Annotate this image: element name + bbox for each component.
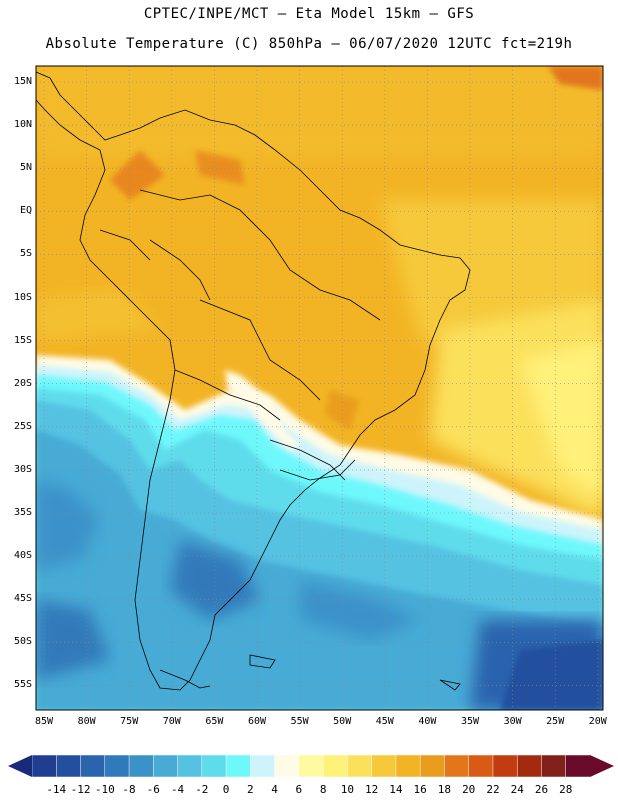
lat-label: 30S [13,463,32,475]
colorbar-arrow-right [590,755,614,777]
temperature-field [36,66,603,710]
lat-label: 5S [19,248,32,260]
colorbar-swatch [250,754,276,778]
colorbar-swatch [177,754,203,778]
colorbar-swatch [322,754,349,778]
lon-label: 60W [247,716,267,727]
title-line-1: CPTEC/INPE/MCT – Eta Model 15km – GFS [143,6,475,22]
lat-label: 45S [13,593,32,605]
map-frame [35,65,604,711]
colorbar-swatch [516,754,543,778]
colorbar-label: -10 [94,783,115,796]
lat-label: EQ [19,205,32,217]
colorbar-label: 16 [413,783,427,796]
colorbar [8,754,614,778]
lat-label: 50S [13,636,32,648]
colorbar-label: 0 [222,783,230,796]
colorbar-label: 20 [462,783,476,796]
colorbar-swatch [468,754,494,778]
colorbar-swatch [347,754,373,778]
colorbar-swatch [80,754,106,778]
colorbar-label: 18 [437,783,452,796]
lon-label: 65W [205,716,224,727]
colorbar-label: 28 [559,783,573,796]
colorbar-label: -2 [195,783,209,796]
colorbar-swatch [128,754,155,778]
lat-label: 10N [13,119,32,131]
lat-label: 20S [13,377,32,389]
lat-label: 55S [13,679,32,691]
colorbar-swatch [201,754,227,778]
lon-label: 75W [120,716,139,727]
lat-label: 5N [19,162,32,174]
colorbar-swatch [153,754,179,778]
colorbar-label: 8 [319,783,327,796]
title-line-2: Absolute Temperature (C) 850hPa – 06/07/… [45,36,573,52]
colorbar-label: 14 [389,783,403,796]
colorbar-label: 4 [271,783,278,796]
colorbar-label: 24 [510,783,524,796]
lon-label: 55W [290,716,309,727]
colorbar-swatch [395,754,421,778]
lon-label: 80W [77,716,96,727]
lon-label: 30W [503,716,522,727]
lon-label: 35W [460,716,480,727]
lon-label: 45W [375,716,394,727]
lon-label: 50W [333,716,352,727]
colorbar-swatch [225,754,252,778]
lat-label: 15S [13,334,32,346]
lon-label: 40W [418,716,437,727]
colorbar-label: -4 [170,783,185,796]
colorbar-swatch [565,754,591,778]
colorbar-arrow-left [8,755,32,777]
lat-label: 25S [13,420,32,432]
colorbar-swatch [371,754,397,778]
lat-label: 40S [13,550,32,562]
colorbar-swatch [104,754,130,778]
colorbar-swatch [419,754,446,778]
lon-label: 25W [546,716,565,727]
colorbar-label: 10 [340,783,355,796]
colorbar-label: -14 [46,783,67,796]
map-gridlines [36,66,603,710]
colorbar-swatch [298,754,324,778]
lon-label: 85W [34,716,54,727]
colorbar-label: -12 [70,783,91,796]
colorbar-label: 12 [365,783,379,796]
colorbar-label: 26 [534,783,549,796]
lat-label: 10S [13,291,32,303]
colorbar-label: 2 [247,783,254,796]
colorbar-label: 22 [486,783,500,796]
lon-label: 20W [588,716,607,727]
colorbar-swatch [492,754,518,778]
colorbar-label: 6 [295,783,303,796]
colorbar-swatch [56,754,82,778]
colorbar-label: -8 [122,783,136,796]
lat-label: 15N [13,76,32,87]
colorbar-swatch [541,754,567,778]
colorbar-label: -6 [146,783,160,796]
colorbar-swatch [444,754,470,778]
lon-label: 70W [162,716,181,727]
colorbar-swatch [31,754,58,778]
colorbar-swatch [274,754,300,778]
lat-label: 35S [13,507,32,518]
coastlines [35,71,471,691]
